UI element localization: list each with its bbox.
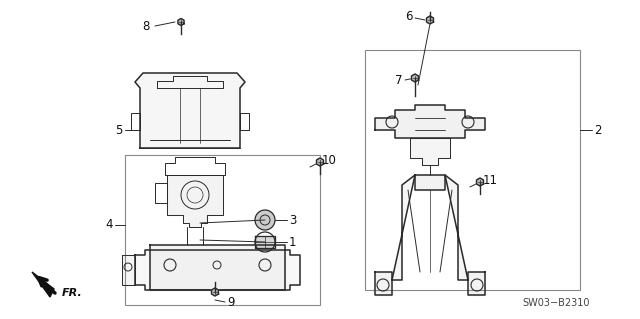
Text: 11: 11 bbox=[483, 174, 498, 187]
Text: 5: 5 bbox=[115, 123, 122, 137]
Polygon shape bbox=[375, 272, 392, 295]
Polygon shape bbox=[255, 236, 275, 248]
Polygon shape bbox=[122, 255, 135, 285]
Polygon shape bbox=[477, 178, 483, 186]
Polygon shape bbox=[412, 74, 419, 82]
Polygon shape bbox=[375, 105, 485, 138]
Text: FR.: FR. bbox=[62, 288, 83, 298]
Polygon shape bbox=[150, 245, 285, 290]
Polygon shape bbox=[426, 16, 433, 24]
Text: 7: 7 bbox=[394, 73, 402, 86]
Text: 6: 6 bbox=[406, 10, 413, 23]
Polygon shape bbox=[468, 272, 485, 295]
Text: 3: 3 bbox=[289, 213, 296, 226]
Text: 4: 4 bbox=[106, 219, 113, 232]
Bar bbox=[125, 155, 320, 305]
Polygon shape bbox=[178, 19, 184, 26]
Text: 1: 1 bbox=[289, 235, 296, 249]
Text: 10: 10 bbox=[322, 153, 337, 167]
Polygon shape bbox=[212, 288, 218, 296]
Text: 8: 8 bbox=[143, 19, 150, 33]
Polygon shape bbox=[135, 73, 245, 148]
Polygon shape bbox=[392, 175, 415, 280]
Polygon shape bbox=[445, 175, 468, 280]
Polygon shape bbox=[135, 250, 300, 290]
Polygon shape bbox=[410, 138, 450, 165]
Polygon shape bbox=[167, 175, 223, 227]
Text: SW03−B2310: SW03−B2310 bbox=[522, 298, 590, 308]
Bar bbox=[365, 50, 580, 290]
Circle shape bbox=[255, 210, 275, 230]
Polygon shape bbox=[415, 175, 445, 190]
Text: 9: 9 bbox=[227, 295, 234, 308]
Polygon shape bbox=[317, 158, 323, 166]
Text: 2: 2 bbox=[594, 123, 602, 137]
Polygon shape bbox=[32, 272, 54, 297]
